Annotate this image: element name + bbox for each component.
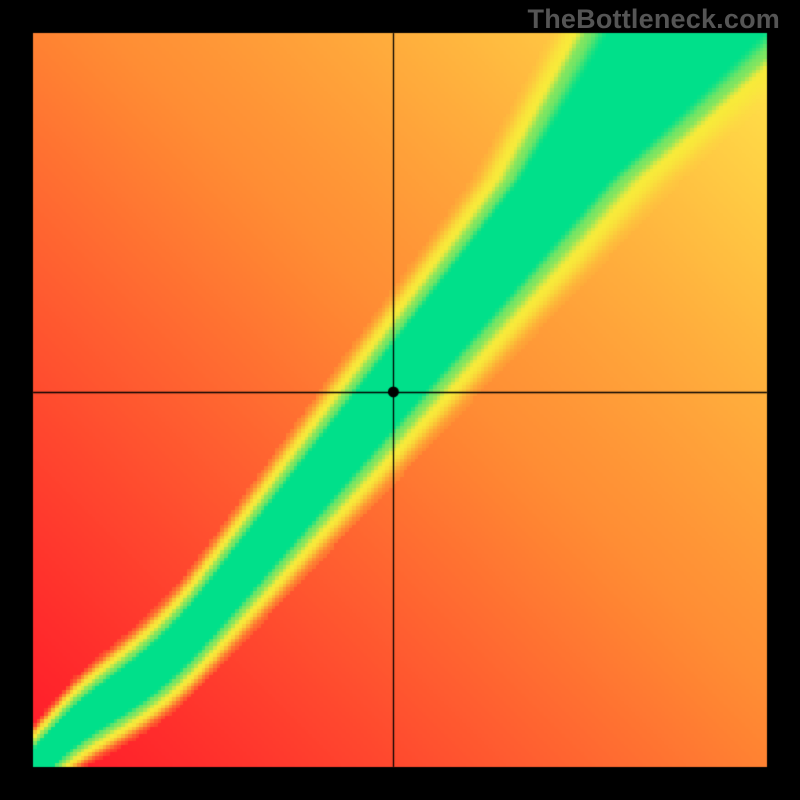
chart-container: { "canvas": { "width": 800, "height": 80… <box>0 0 800 800</box>
watermark-text: TheBottleneck.com <box>528 4 780 35</box>
crosshair-overlay <box>0 0 800 800</box>
